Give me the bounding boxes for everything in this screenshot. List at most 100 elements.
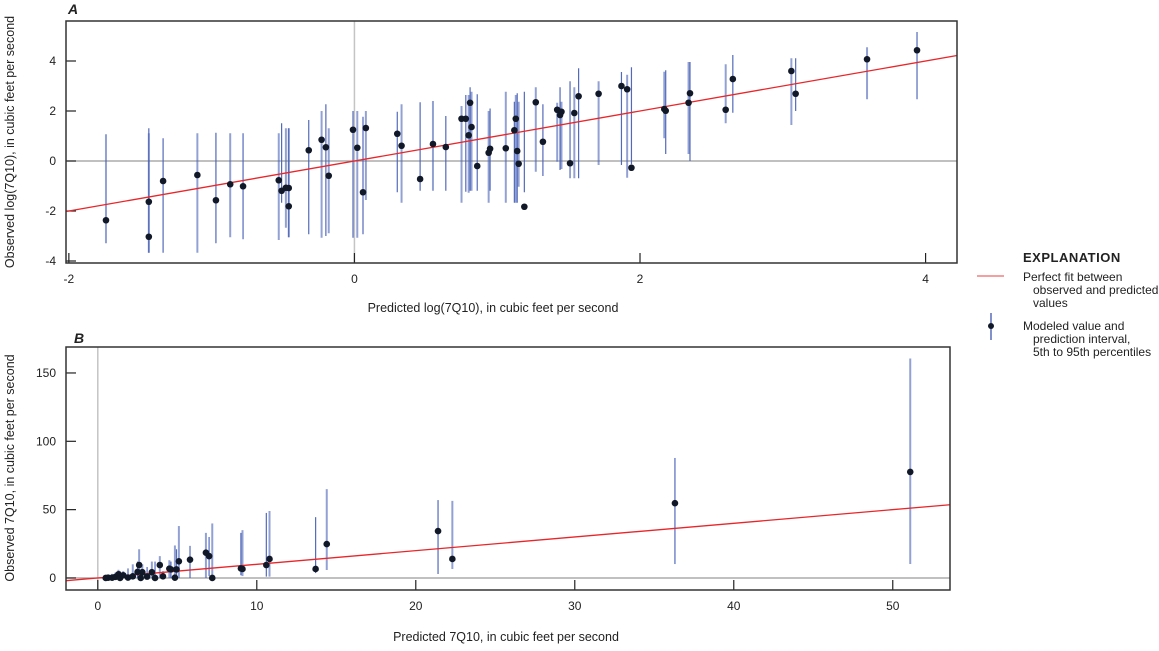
panel-a-data-point	[239, 182, 247, 190]
panel-a-data-point	[145, 233, 153, 241]
panel-a-data-point	[362, 124, 370, 132]
panel-a-data-point	[729, 75, 737, 83]
panel-a-data-point	[686, 89, 694, 97]
panel-a-data-point	[194, 171, 201, 179]
panel-a-x-tick-label: 2	[637, 272, 644, 286]
panel-a-data-point	[486, 145, 494, 153]
panel-b-data-point	[263, 561, 270, 569]
panel-b-data-point	[175, 557, 183, 565]
panel-b-data-point	[323, 540, 331, 548]
panel-b-data-point	[135, 561, 143, 569]
panel-b-data-point	[186, 556, 194, 563]
panel-b-data-point	[167, 566, 175, 573]
panel-a-data-point	[618, 82, 625, 90]
panel-a-data-point	[521, 203, 528, 211]
panel-a-frame	[65, 20, 958, 264]
panel-a-data-point	[226, 180, 234, 188]
panel-a-data-point	[398, 142, 405, 150]
panel-b-data-point	[134, 568, 141, 576]
panel-a-data-point	[416, 175, 424, 183]
panel-b-data-point	[156, 561, 164, 569]
panel-a-y-tick-label: 4	[49, 54, 56, 68]
panel-b-perfect-fit-line	[65, 504, 951, 582]
panel-b-data-point	[139, 568, 146, 576]
panel-b-data-point	[239, 565, 246, 573]
panel-b-x-tick-label: 30	[568, 599, 582, 613]
panel-a-data-point	[792, 90, 799, 98]
panel-a-data-point	[275, 176, 283, 184]
panel-a-data-point	[318, 136, 325, 144]
panel-a-y-tick-label: -4	[45, 254, 56, 268]
panel-a-data-point	[359, 188, 367, 196]
panel-b-data-point	[137, 574, 145, 582]
panel-a-data-point	[305, 146, 313, 154]
panel-a-data-point	[322, 143, 330, 151]
panel-b-y-tick-label: 0	[49, 571, 56, 585]
panel-b-x-tick-label: 20	[409, 599, 423, 613]
panel-a-data-point	[473, 162, 481, 170]
panel-b-data-point	[312, 565, 319, 573]
panel-a-data-point	[558, 108, 565, 116]
panel-a-data-point	[662, 107, 670, 115]
panel-a-y-tick-label: 0	[49, 154, 56, 168]
legend-fit-line-label-2: observed and predicted	[1033, 283, 1158, 297]
panel-b-data-point	[173, 566, 180, 573]
panel-a-data-point	[628, 164, 635, 172]
panel-a-data-point	[512, 115, 520, 123]
panel-a-data-point	[468, 123, 475, 131]
legend-point-swatch	[988, 323, 994, 329]
panel-b-x-tick-label: 10	[250, 599, 264, 613]
panel-a: A -2 0 2 4 -4 -2 0 2 4 Predicted log(7Q10), in c…	[3, 1, 958, 315]
panel-a-data-point	[532, 98, 540, 106]
legend-title: EXPLANATION	[1023, 250, 1121, 265]
panel-a-data-point	[566, 159, 574, 167]
panel-b-data-point	[434, 527, 442, 535]
panel-b-x-axis-label: Predicted 7Q10, in cubic feet per second	[393, 630, 619, 644]
panel-a-data-point	[285, 184, 293, 192]
panel-a-data-point	[595, 90, 602, 98]
panel-a-data-point	[102, 216, 110, 224]
panel-b-y-axis-label: Observed 7Q10, in cubic feet per second	[3, 354, 17, 581]
panel-a-data-point	[575, 92, 582, 100]
panel-a-y-tick-label: -2	[45, 204, 56, 218]
panel-b-data-point	[906, 468, 914, 476]
panel-a-data-point	[212, 196, 220, 204]
panel-a-perfect-fit-line	[65, 54, 958, 213]
legend-fit-line-label-1: Perfect fit between	[1023, 270, 1122, 284]
panel-a-y-axis-label: Observed log(7Q10), in cubic feet per se…	[3, 16, 17, 268]
legend-fit-line-label-3: values	[1033, 296, 1068, 310]
panel-a-x-axis-label: Predicted log(7Q10), in cubic feet per s…	[368, 301, 619, 315]
legend: EXPLANATION Perfect fit between observed…	[977, 250, 1158, 359]
legend-points-label-3: 5th to 95th percentiles	[1033, 345, 1151, 359]
panel-b-data-point	[205, 552, 213, 560]
panel-b-x-tick-label: 50	[886, 599, 900, 613]
panel-a-data-point	[353, 144, 361, 152]
panel-a-data-point	[159, 177, 167, 185]
panel-b-data-point	[129, 573, 137, 580]
legend-points-label-2: prediction interval,	[1033, 332, 1130, 346]
panel-a-data-point	[722, 106, 729, 114]
panel-a-letter: A	[67, 1, 78, 17]
panel-a-data-point	[285, 202, 293, 210]
panel-b-data-point	[151, 574, 159, 582]
panel-a-data-point	[442, 143, 450, 151]
panel-a-data-point	[513, 147, 521, 155]
panel-b-letter: B	[74, 330, 84, 346]
panel-a-data-point	[393, 130, 401, 138]
panel-b-y-tick-label: 50	[43, 503, 57, 517]
panel-a-x-tick-label: 0	[351, 272, 358, 286]
panel-a-data-point	[913, 46, 921, 54]
panel-a-data-point	[539, 138, 547, 146]
panel-b-data-point	[208, 574, 216, 582]
panel-b-x-tick-label: 40	[727, 599, 741, 613]
legend-points-label-1: Modeled value and	[1023, 319, 1124, 333]
panel-a-data-point	[511, 126, 518, 134]
panel-b-data-point	[449, 555, 456, 563]
panel-a-data-point	[145, 198, 153, 206]
panel-b-data-point	[159, 573, 167, 580]
panel-b-y-tick-label: 100	[36, 434, 56, 448]
panel-a-data-point	[466, 99, 474, 107]
panel-a-data-point	[429, 140, 437, 148]
panel-b-frame	[65, 346, 951, 591]
